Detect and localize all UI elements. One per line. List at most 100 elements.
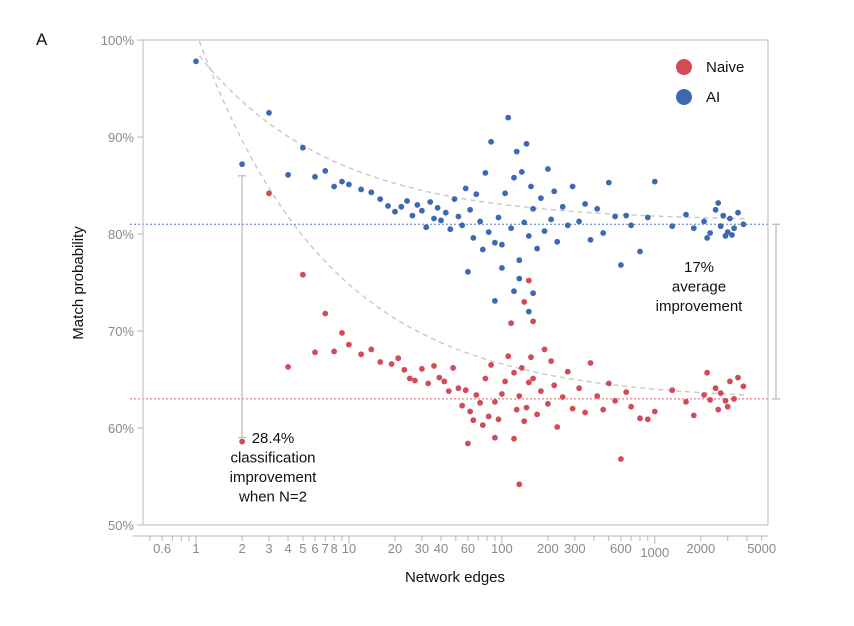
- ai-point: [523, 140, 530, 147]
- naive-point: [582, 409, 588, 416]
- x-tick-label: 6: [311, 541, 318, 556]
- ai-point: [465, 268, 471, 275]
- ai-point: [530, 290, 536, 297]
- ai-point: [704, 235, 710, 241]
- naive-point: [518, 365, 525, 371]
- ai-point: [404, 198, 410, 204]
- right-annotation-line: 17%: [684, 259, 714, 276]
- naive-point: [523, 404, 530, 411]
- naive-point: [690, 412, 697, 419]
- naive-point: [511, 369, 517, 376]
- x-tick-label: 4: [284, 541, 291, 556]
- naive-point: [470, 417, 477, 424]
- naive-point: [559, 394, 566, 400]
- naive-point: [740, 383, 747, 390]
- y-tick-label: 90%: [108, 130, 134, 145]
- ai-point: [473, 191, 480, 198]
- naive-point: [455, 385, 462, 392]
- ai-point: [628, 222, 634, 229]
- naive-point: [724, 403, 731, 410]
- naive-point: [441, 378, 448, 385]
- legend: Naive AI: [676, 59, 744, 106]
- x-tick-label: 20: [388, 541, 402, 556]
- improvement-brackets: [238, 175, 780, 439]
- ai-point: [322, 168, 329, 174]
- naive-point: [600, 406, 607, 413]
- legend-label-ai: AI: [706, 89, 720, 106]
- trend-curves: [198, 40, 747, 396]
- ai-point: [459, 222, 466, 229]
- naive-point: [358, 351, 364, 358]
- ai-point: [600, 230, 607, 236]
- ai-point: [727, 215, 733, 222]
- ai-point: [392, 208, 398, 215]
- ai-point: [377, 196, 384, 203]
- y-tick-label: 60%: [108, 421, 134, 436]
- naive-point: [339, 330, 345, 336]
- ai-point: [669, 223, 676, 230]
- naive-point: [525, 277, 532, 284]
- ai-trend-curve: [198, 55, 747, 220]
- naive-point: [707, 397, 713, 403]
- naive-point: [545, 400, 551, 407]
- ai-point: [612, 213, 618, 220]
- naive-point: [482, 375, 489, 382]
- ai-point: [644, 214, 651, 221]
- naive-point: [618, 456, 624, 462]
- ai-point: [239, 161, 246, 168]
- ai-point: [594, 205, 601, 212]
- naive-point: [541, 346, 548, 353]
- naive-point: [473, 392, 480, 398]
- x-tick-label: 600: [610, 541, 632, 556]
- ai-point: [438, 217, 444, 224]
- x-tick-label: 5: [299, 541, 306, 556]
- ai-point: [587, 236, 594, 243]
- naive-trend-curve: [198, 40, 747, 396]
- ai-point: [488, 138, 494, 145]
- ai-point: [513, 148, 520, 155]
- x-tick-label: 1: [192, 541, 199, 556]
- naive-point: [525, 379, 532, 386]
- ai-point: [554, 238, 561, 245]
- ai-point: [385, 203, 391, 209]
- ai-point: [511, 288, 517, 295]
- naive-point: [395, 355, 402, 362]
- ai-point: [508, 225, 514, 232]
- ai-point: [419, 207, 425, 214]
- naive-point: [569, 405, 576, 412]
- ai-point: [545, 166, 551, 172]
- naive-point: [331, 348, 337, 355]
- ai-point: [623, 212, 630, 219]
- naive-point: [388, 361, 395, 367]
- ai-point: [530, 205, 536, 212]
- naive-point: [516, 393, 523, 399]
- ai-point: [729, 232, 735, 238]
- panel-label: A: [36, 30, 48, 49]
- naive-point: [623, 389, 630, 395]
- x-tick-label: 8: [331, 541, 338, 556]
- naive-point: [637, 415, 643, 422]
- left-annotation-line: improvement: [230, 469, 318, 486]
- ai-point: [368, 189, 375, 196]
- naive-point: [651, 408, 658, 415]
- naive-point: [346, 341, 352, 348]
- naive-point: [419, 365, 425, 372]
- legend-marker-ai: [676, 89, 692, 105]
- naive-point: [266, 190, 272, 197]
- ai-point: [312, 173, 318, 180]
- ai-point: [455, 213, 462, 220]
- ai-point: [499, 241, 505, 248]
- ai-point: [569, 183, 576, 190]
- x-tick-label: 2: [238, 541, 245, 556]
- ai-point: [442, 209, 449, 216]
- naive-point: [492, 398, 498, 405]
- naive-point: [516, 481, 523, 488]
- naive-point: [521, 418, 528, 425]
- ai-point: [470, 235, 477, 241]
- naive-point: [492, 434, 498, 441]
- naive-point: [431, 363, 437, 369]
- right-annotation-line: improvement: [656, 298, 744, 315]
- naive-point: [300, 271, 306, 278]
- ai-point: [715, 200, 722, 206]
- left-annotation-line: 28.4%: [252, 430, 295, 447]
